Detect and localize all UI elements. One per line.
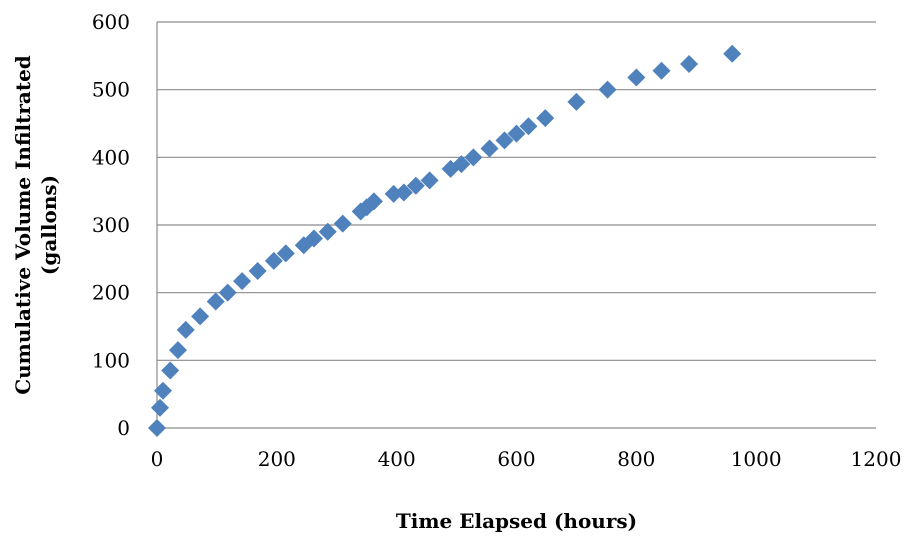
axes [156,22,876,429]
data-point [148,419,166,437]
gridlines [157,21,876,361]
data-point [153,381,172,400]
data-point [598,80,617,99]
data-point [420,171,439,190]
data-point [519,117,538,136]
y-tick-label: 100 [92,348,130,372]
data-point [567,92,586,111]
data-point [276,244,295,263]
x-tick-label: 1000 [731,447,782,471]
data-point [161,361,180,380]
tick-labels: 0 100 200 300 400 500 600 0 200 400 600 800 1000 1200 [92,10,902,471]
data-point [680,54,699,73]
data-point [304,229,323,248]
y-tick-label: 400 [92,145,130,169]
y-axis-title: Cumulative Volume Infiltrated (gallons) [11,55,61,395]
y-tick-label: 600 [92,10,130,34]
data-point [206,292,225,311]
data-point [248,262,267,281]
data-point [495,131,514,150]
x-tick-label: 600 [497,447,535,471]
data-point [627,68,646,87]
data-point [394,183,413,202]
data-point [150,398,169,417]
data-point [264,251,283,270]
data-point [333,214,352,233]
data-point [318,222,337,241]
y-tick-label: 500 [92,78,130,102]
x-axis-title: Time Elapsed (hours) [396,509,637,533]
data-point [168,341,187,360]
data-point [218,283,237,302]
x-tick-label: 1200 [851,447,902,471]
data-points [148,44,742,437]
x-tick-label: 400 [378,447,416,471]
data-point [536,109,555,128]
x-tick-label: 200 [258,447,296,471]
data-point [364,192,383,211]
y-tick-label: 0 [117,416,130,440]
data-point [652,61,671,80]
data-point [191,307,210,326]
data-point [452,155,471,174]
y-tick-label: 300 [92,213,130,237]
x-tick-label: 0 [151,447,164,471]
data-point [233,272,252,291]
x-tick-label: 800 [617,447,655,471]
y-axis-title-line-2: (gallons) [37,175,61,275]
data-point [723,44,742,63]
data-point [480,139,499,158]
data-point [406,176,425,195]
y-axis-title-line-1: Cumulative Volume Infiltrated [11,55,35,395]
data-point [464,148,483,167]
data-point [507,124,526,143]
y-tick-label: 200 [92,281,130,305]
data-point [176,320,195,339]
